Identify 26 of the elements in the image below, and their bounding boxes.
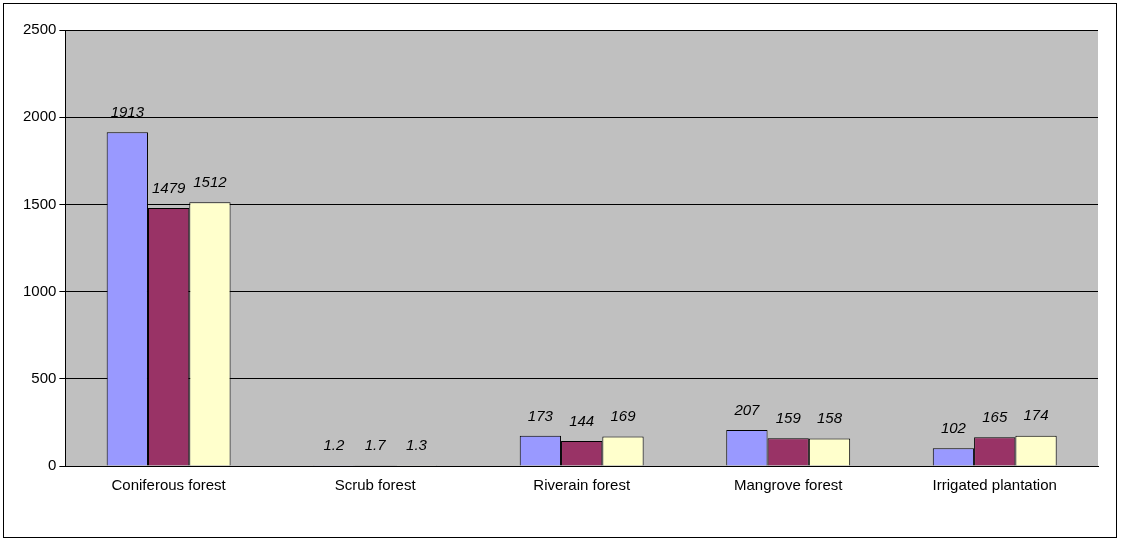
y-tick-label: 0 [48, 456, 57, 474]
data-label: 1.3 [406, 436, 428, 454]
x-tick-label: Scrub forest [334, 476, 417, 494]
x-tick-label: Mangrove forest [734, 476, 844, 494]
data-label: 174 [1023, 406, 1049, 424]
x-tick-label: Coniferous forest [111, 476, 227, 494]
data-label: 173 [527, 406, 554, 424]
y-tick-label: 1500 [22, 194, 57, 212]
data-label: 159 [775, 408, 802, 426]
data-label: 207 [733, 400, 761, 418]
data-label: 1.2 [323, 436, 345, 454]
data-label: 1.7 [364, 436, 387, 454]
x-tick-label: Riverain forest [533, 476, 631, 494]
data-label: 1512 [193, 172, 228, 190]
x-tick-label: Irrigated plantation [932, 476, 1057, 494]
y-tick-label: 2000 [22, 107, 57, 125]
data-label: 158 [817, 409, 843, 427]
data-label: 1913 [110, 103, 145, 121]
y-tick-label: 500 [31, 368, 57, 386]
data-label: 1479 [151, 178, 186, 196]
data-label: 102 [940, 418, 967, 436]
y-tick-label: 2500 [22, 20, 57, 38]
data-label: 165 [982, 407, 1008, 425]
data-label: 169 [610, 407, 637, 425]
data-label: 144 [569, 411, 595, 429]
y-tick-label: 1000 [22, 281, 57, 299]
